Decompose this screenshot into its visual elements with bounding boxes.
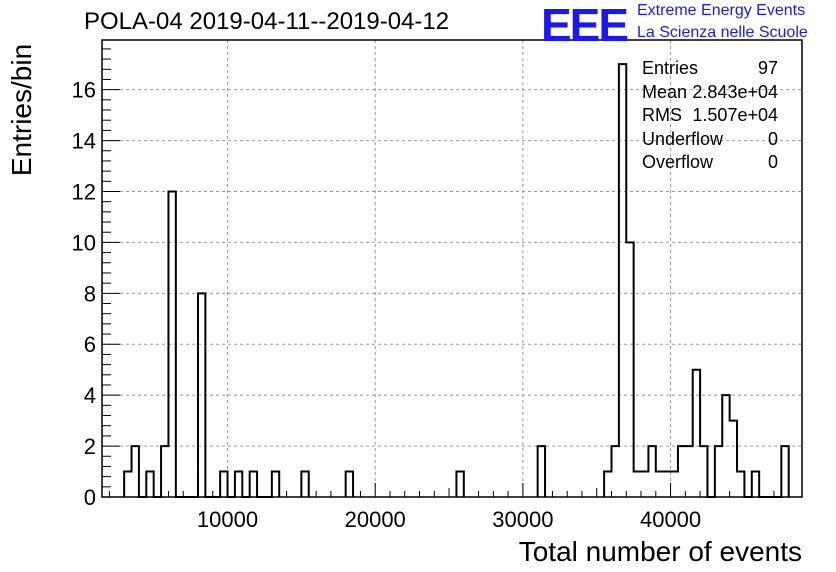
x-tick-label: 10000 <box>197 507 258 532</box>
histogram-outline <box>123 63 790 498</box>
y-tick-label: 16 <box>72 78 96 103</box>
chart-title: POLA-04 2019-04-11--2019-04-12 <box>84 8 450 35</box>
histogram-bin <box>693 370 700 497</box>
histogram-bin <box>656 472 663 497</box>
grid-lines <box>102 40 802 497</box>
x-axis-label: Total number of events <box>518 536 802 567</box>
axis-ticks <box>102 48 790 498</box>
histogram-bin <box>235 472 242 497</box>
stat-label: Overflow <box>642 152 714 172</box>
histogram-bin <box>634 472 641 497</box>
tick-labels: 10000 20000 30000 40000 0 2 4 6 8 10 12 14 16 <box>72 78 702 532</box>
histogram-bin <box>132 446 139 497</box>
stat-value: 0 <box>767 152 778 172</box>
histogram-bin <box>700 446 707 497</box>
y-tick-label: 6 <box>84 332 96 357</box>
x-tick-label: 20000 <box>345 507 406 532</box>
logo-tagline-2: La Scienza nelle Scuole <box>637 24 808 41</box>
histogram-bin <box>648 446 655 497</box>
stat-mean: Mean 2.843e+04 <box>642 82 782 106</box>
y-tick-label: 4 <box>84 383 96 408</box>
histogram-bin <box>641 472 648 497</box>
histogram-bin <box>671 472 678 497</box>
logo-tagline-1: Extreme Energy Events <box>637 2 806 19</box>
histogram-bin <box>146 472 153 497</box>
histogram-bin <box>124 472 131 497</box>
histogram-bin <box>220 472 227 497</box>
stat-value: 2.843e+04 <box>692 81 778 102</box>
y-tick-label: 8 <box>84 281 96 306</box>
x-tick-label: 30000 <box>492 507 553 532</box>
stat-rms: RMS 1.507e+04 <box>642 105 782 129</box>
histogram-bin <box>730 421 737 497</box>
y-axis-label: Entries/bin <box>6 43 37 177</box>
y-tick-label: 2 <box>84 434 96 459</box>
histogram-bin <box>611 446 618 497</box>
stat-value: 1.507e+04 <box>692 105 778 125</box>
histogram-bin <box>626 242 633 497</box>
histogram-bin <box>678 446 685 497</box>
stat-value: 0 <box>767 128 778 149</box>
y-tick-label: 0 <box>84 485 96 510</box>
histogram-bin <box>685 446 692 497</box>
stat-entries: Entries 97 <box>642 58 782 82</box>
y-tick-label: 14 <box>72 129 96 154</box>
histogram-bin <box>752 472 759 497</box>
histogram-bin <box>604 472 611 497</box>
histogram-bin <box>456 472 463 497</box>
histogram-bin <box>161 446 168 497</box>
histogram-bin <box>272 472 279 497</box>
plot-frame <box>101 39 803 498</box>
stat-label: Mean <box>642 81 688 102</box>
histogram-bin <box>250 472 257 497</box>
histogram-bin <box>619 64 626 497</box>
histogram-bin <box>663 472 670 497</box>
histogram-bin <box>781 446 788 497</box>
stat-overflow: Overflow 0 <box>642 152 782 176</box>
histogram-bin <box>538 446 545 497</box>
stat-label: Underflow <box>642 128 724 149</box>
stat-label: RMS <box>642 105 682 125</box>
x-tick-label: 40000 <box>640 507 701 532</box>
histogram-bin <box>715 446 722 497</box>
y-tick-label: 12 <box>72 179 96 204</box>
stat-value: 97 <box>757 58 778 78</box>
y-tick-label: 10 <box>72 230 96 255</box>
histogram-bin <box>346 472 353 497</box>
eee-logo: EEE <box>541 0 629 51</box>
histogram-bin <box>301 472 308 497</box>
histogram-bin <box>737 472 744 497</box>
histogram-bars <box>123 63 790 498</box>
stats-box: Entries 97 Mean 2.843e+04 RMS 1.507e+04 … <box>642 58 782 176</box>
stat-underflow: Underflow 0 <box>642 129 782 153</box>
stat-label: Entries <box>642 58 699 78</box>
